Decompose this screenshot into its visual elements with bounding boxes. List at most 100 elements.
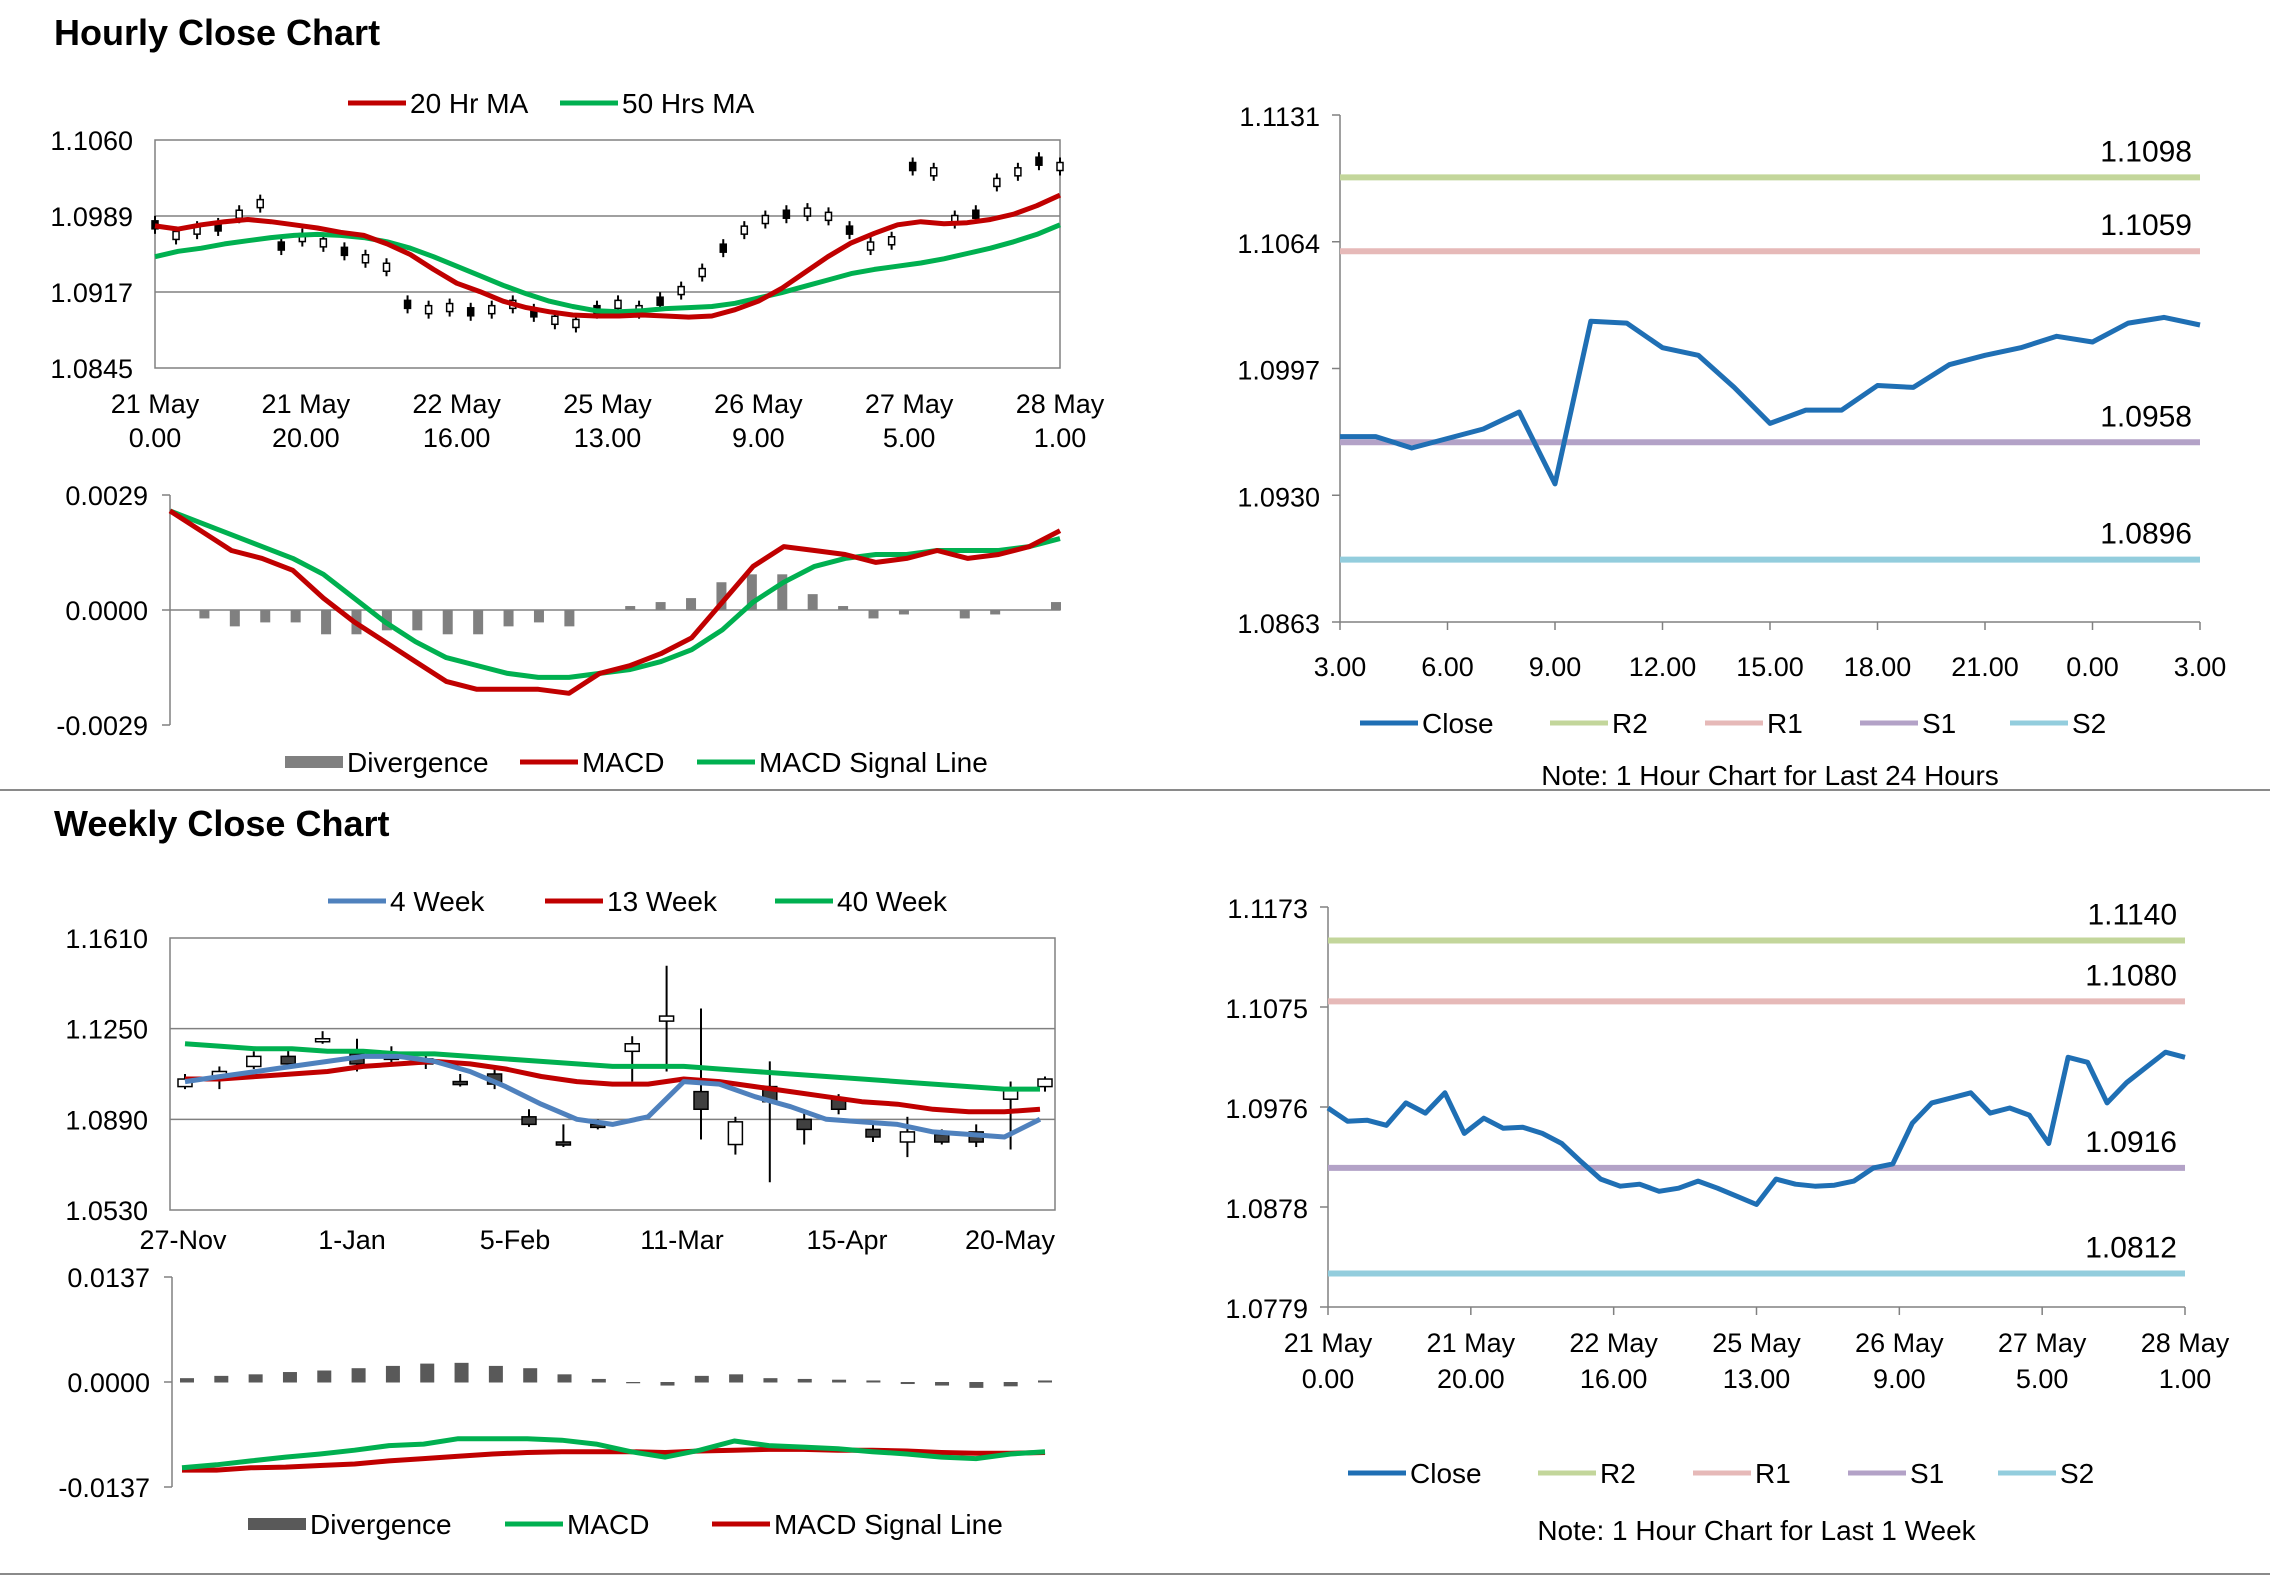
divergence-bar <box>317 1370 332 1383</box>
candle-body <box>845 225 854 235</box>
candle-body <box>466 307 475 317</box>
legend-divergence-swatch <box>285 756 343 768</box>
x-tick-label: 28 May <box>1016 389 1105 419</box>
level-s1-label: 1.0958 <box>2100 400 2192 433</box>
candle-body <box>782 209 791 219</box>
legend-13-week-label: 13 Week <box>607 886 718 917</box>
candle-body <box>899 1131 916 1143</box>
level-s1-label: 1.0916 <box>2085 1126 2177 1159</box>
divergence-bar <box>807 594 818 611</box>
divergence-bar <box>473 610 484 635</box>
candle-body <box>246 1055 262 1068</box>
series-macd-signal-line <box>182 1446 1046 1473</box>
level-r1-label: 1.1080 <box>2085 959 2177 992</box>
x-tick-label: 9.00 <box>1529 652 1582 682</box>
candle-body <box>487 304 496 315</box>
series-macd-line <box>168 508 1062 696</box>
divergence-bar <box>260 610 271 623</box>
chart-note: Note: 1 Hour Chart for Last 1 Week <box>1537 1515 1976 1546</box>
candle-body <box>340 246 349 257</box>
y-tick-label: 1.0779 <box>1225 1294 1308 1324</box>
legend-macd-label: MACD <box>567 1509 649 1540</box>
series-40-week-line <box>184 1041 1040 1092</box>
legend-40-week-label: 40 Week <box>837 886 948 917</box>
candle-body <box>1056 161 1064 172</box>
candle-body <box>719 243 728 253</box>
divergence-bar <box>564 610 575 627</box>
divergence-bar <box>898 610 909 615</box>
divergence-bar <box>694 1375 709 1383</box>
x-tick-label: 0.00 <box>129 423 182 453</box>
candle-body <box>698 267 706 278</box>
x-tick-label: 28 May <box>2141 1328 2230 1358</box>
divergence-bar <box>686 598 697 611</box>
y-tick-label: 1.1250 <box>65 1015 148 1045</box>
candle-body <box>235 209 243 219</box>
x-tick-label: 21 May <box>1284 1328 1373 1358</box>
series-macd-line <box>181 1436 1046 1471</box>
x-tick-label: 3.00 <box>1314 652 1367 682</box>
candle-body <box>572 318 580 329</box>
divergence-bar <box>454 1362 469 1383</box>
candle-body <box>887 235 896 246</box>
weekly-section-title: Weekly Close Chart <box>54 803 390 844</box>
x-tick-label: 13.00 <box>574 423 642 453</box>
legend-macd-signal-line-label: MACD Signal Line <box>759 747 988 778</box>
x-tick-label: 1-Jan <box>318 1225 386 1255</box>
candle-body <box>521 1116 537 1126</box>
divergence-bar <box>959 610 970 619</box>
series-50hrs-ma-line <box>154 222 1061 315</box>
divergence-bar <box>969 1382 984 1388</box>
level-r1-label: 1.1059 <box>2100 209 2192 242</box>
series-close-line <box>1326 1049 2186 1207</box>
x-tick-label: 21.00 <box>1951 652 2019 682</box>
legend-20hr-ma-label: 20 Hr MA <box>410 88 529 119</box>
y-tick-label: 1.0530 <box>65 1196 148 1226</box>
divergence-bar <box>900 1382 915 1385</box>
x-tick-label: 12.00 <box>1629 652 1697 682</box>
y-tick-label: 1.1131 <box>1239 102 1320 132</box>
candle-body <box>1037 1078 1053 1088</box>
divergence-bar <box>199 610 210 619</box>
y-tick-label: 1.0863 <box>1237 609 1320 639</box>
series-close-line <box>1340 314 2201 487</box>
divergence-bar <box>797 1378 812 1383</box>
x-tick-label: 0.00 <box>1302 1364 1355 1394</box>
divergence-bar <box>442 610 453 635</box>
divergence-bar <box>557 1374 572 1383</box>
divergence-bar <box>385 1365 400 1383</box>
candle-body <box>908 161 917 172</box>
legend-divergence-label: Divergence <box>347 747 489 778</box>
y-tick-label: 1.1173 <box>1227 894 1308 924</box>
candle-body <box>614 299 622 310</box>
x-tick-label: 20-May <box>965 1225 1056 1255</box>
x-tick-label: 27 May <box>1998 1328 2087 1358</box>
divergence-bar <box>777 574 788 611</box>
divergence-bar <box>290 610 301 623</box>
legend-s2-label: S2 <box>2072 708 2106 739</box>
divergence-bar <box>180 1378 194 1383</box>
x-tick-label: 25 May <box>563 389 652 419</box>
y-tick-label: 0.0137 <box>67 1263 150 1293</box>
legend-r1-label: R1 <box>1755 1458 1791 1489</box>
divergence-bar <box>935 1382 950 1386</box>
y-tick-label: 1.1610 <box>65 924 148 954</box>
candle-body <box>172 230 180 241</box>
candle-body <box>693 1090 709 1111</box>
candle-body <box>993 177 1001 188</box>
x-tick-label: 21 May <box>1427 1328 1516 1358</box>
x-tick-label: 27-Nov <box>139 1225 227 1255</box>
candle-body <box>319 238 328 248</box>
x-tick-label: 21 May <box>262 389 351 419</box>
divergence-bar <box>729 1374 744 1383</box>
x-tick-label: 15.00 <box>1736 652 1804 682</box>
candle-body <box>727 1121 744 1146</box>
level-r2-label: 1.1098 <box>2100 135 2192 168</box>
divergence-bar <box>229 610 240 627</box>
candle-body <box>551 315 559 326</box>
candle-body <box>929 167 938 177</box>
candle-body <box>865 1128 881 1138</box>
y-tick-label: 1.1064 <box>1237 229 1320 259</box>
legend-50hrs-ma-label: 50 Hrs MA <box>622 88 755 119</box>
x-tick-label: 6.00 <box>1421 652 1474 682</box>
